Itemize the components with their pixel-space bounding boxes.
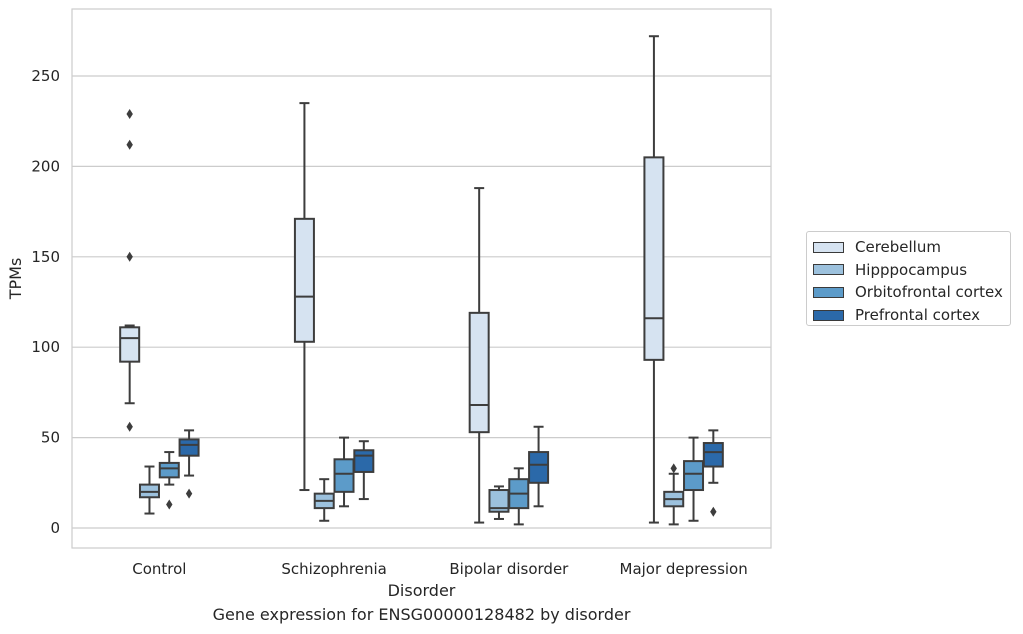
legend-item: Cerebellum (813, 236, 1010, 259)
y-tick-label-200: 200 (31, 157, 60, 175)
outlier-point (126, 139, 133, 150)
box-orbitofrontal-cortex-0 (158, 451, 180, 510)
box-cerebellum-0 (119, 108, 141, 432)
outlier-point (126, 251, 133, 262)
legend-swatch (813, 264, 844, 276)
outlier-point (710, 506, 717, 517)
iqr-box (119, 326, 141, 363)
x-axis-label: Disorder (388, 581, 456, 600)
box-cerebellum-3 (643, 35, 665, 524)
x-tick-label-0: Control (132, 560, 186, 578)
iqr-box (702, 442, 724, 468)
box-orbitofrontal-cortex-2 (508, 467, 530, 526)
iqr-box (333, 458, 355, 493)
iqr-box (468, 311, 490, 434)
legend: Cerebellum Hipppocampus Orbitofrontal cort… (806, 231, 1011, 326)
y-axis-label: TPMs (6, 258, 25, 301)
y-tick-label-100: 100 (31, 338, 60, 356)
gridlines (72, 75, 771, 529)
legend-item: Hipppocampus (813, 259, 1010, 282)
box-orbitofrontal-cortex-3 (683, 436, 705, 522)
box-prefrontal-cortex-1 (353, 440, 375, 501)
x-tick-label-2: Bipolar disorder (449, 560, 569, 578)
x-tick-label-3: Major depression (620, 560, 748, 578)
plot-area-frame (71, 8, 772, 549)
box-prefrontal-cortex-0 (178, 429, 200, 499)
legend-label: Orbitofrontal cortex (855, 283, 1003, 302)
iqr-box (643, 156, 665, 361)
y-tick-label-50: 50 (41, 429, 60, 447)
iqr-box (528, 451, 550, 484)
box-prefrontal-cortex-3 (702, 429, 724, 517)
box-cerebellum-2 (468, 187, 490, 524)
box-layer (119, 35, 724, 526)
legend-swatch (813, 241, 844, 253)
x-tick-label-1: Schizophrenia (281, 560, 386, 578)
outlier-point (126, 421, 133, 432)
outlier-point (670, 463, 677, 474)
outlier-point (126, 108, 133, 119)
y-tick-label-0: 0 (50, 519, 60, 537)
iqr-box (353, 449, 375, 473)
legend-swatch (813, 309, 844, 321)
iqr-box (683, 460, 705, 492)
outlier-point (185, 488, 193, 499)
box-hipppocampus-1 (313, 478, 335, 522)
y-tick-label-150: 150 (31, 248, 60, 266)
legend-item: Prefrontal cortex (813, 304, 1010, 327)
box-hipppocampus-2 (488, 485, 510, 520)
legend-label: Prefrontal cortex (855, 306, 980, 325)
box-cerebellum-1 (293, 102, 315, 492)
y-tick-label-250: 250 (31, 67, 60, 85)
legend-item: Orbitofrontal cortex (813, 281, 1010, 304)
legend-swatch (813, 286, 844, 298)
iqr-box (158, 461, 180, 479)
iqr-box (178, 438, 200, 457)
outlier-point (166, 499, 173, 510)
box-prefrontal-cortex-2 (528, 425, 550, 508)
box-orbitofrontal-cortex-1 (333, 436, 355, 508)
tick-labels: 0 50 100 150 200 250 Control Schizophrenia Bipol… (31, 67, 747, 578)
box-hipppocampus-0 (138, 465, 160, 515)
legend-label: Cerebellum (855, 238, 941, 257)
chart-caption: Gene expression for ENSG00000128482 by d… (212, 605, 631, 624)
legend-label: Hipppocampus (855, 260, 968, 279)
box-hipppocampus-3 (663, 463, 685, 526)
iqr-box (293, 217, 315, 343)
